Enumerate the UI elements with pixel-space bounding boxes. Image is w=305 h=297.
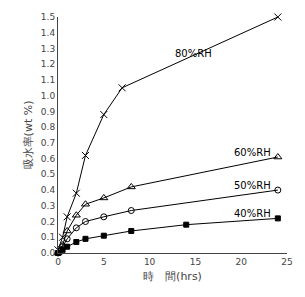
svg-text:吸水率(wt %): 吸水率(wt %) bbox=[22, 101, 35, 170]
svg-text:80%RH: 80%RH bbox=[175, 48, 212, 59]
svg-text:0.8: 0.8 bbox=[41, 122, 56, 132]
svg-text:時 間(hrs): 時 間(hrs) bbox=[143, 270, 202, 283]
svg-text:0.1: 0.1 bbox=[41, 232, 55, 242]
svg-text:25: 25 bbox=[281, 257, 292, 267]
svg-text:0: 0 bbox=[55, 257, 61, 267]
svg-text:0.2: 0.2 bbox=[41, 217, 55, 227]
svg-text:15: 15 bbox=[190, 257, 201, 267]
svg-text:1.5: 1.5 bbox=[41, 12, 55, 22]
svg-text:1.4: 1.4 bbox=[41, 28, 56, 38]
svg-text:0.3: 0.3 bbox=[41, 201, 55, 211]
svg-text:0.9: 0.9 bbox=[41, 107, 56, 117]
svg-text:0.7: 0.7 bbox=[41, 138, 55, 148]
svg-text:0.0: 0.0 bbox=[41, 248, 56, 258]
svg-text:1.1: 1.1 bbox=[41, 75, 55, 85]
svg-text:1.0: 1.0 bbox=[41, 91, 56, 101]
svg-text:5: 5 bbox=[101, 257, 107, 267]
svg-text:60%RH: 60%RH bbox=[234, 147, 271, 158]
svg-text:40%RH: 40%RH bbox=[234, 208, 271, 219]
svg-text:10: 10 bbox=[144, 257, 156, 267]
svg-text:0.6: 0.6 bbox=[41, 154, 56, 164]
svg-text:1.2: 1.2 bbox=[41, 59, 55, 69]
svg-text:0.4: 0.4 bbox=[41, 185, 56, 195]
svg-text:20: 20 bbox=[235, 257, 247, 267]
svg-text:50%RH: 50%RH bbox=[234, 180, 271, 191]
svg-text:1.3: 1.3 bbox=[41, 44, 55, 54]
svg-text:0.5: 0.5 bbox=[41, 169, 55, 179]
